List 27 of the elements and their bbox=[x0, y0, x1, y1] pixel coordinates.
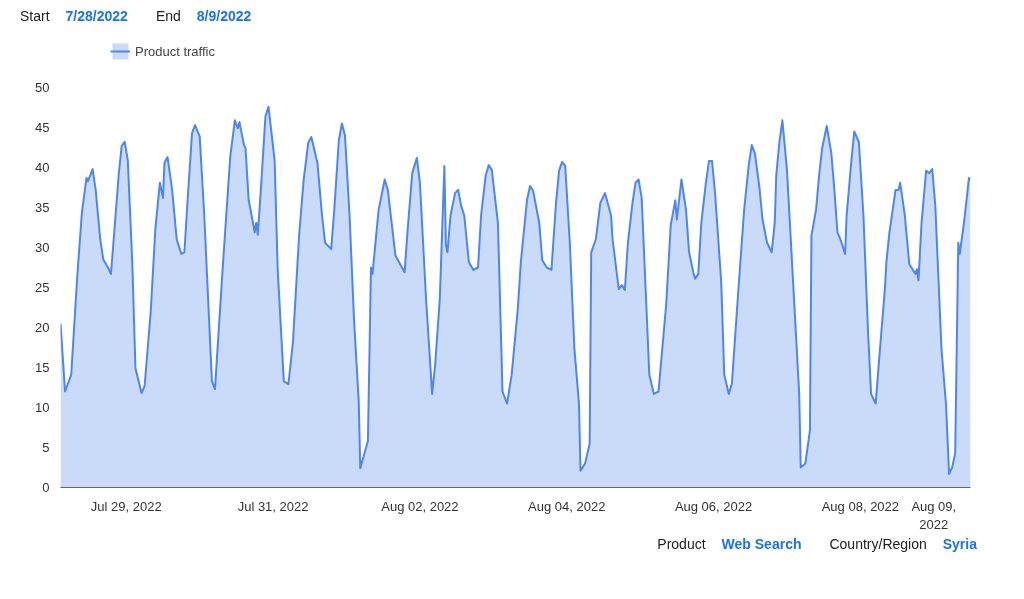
x-tick-label: Aug 04, 2022 bbox=[528, 498, 606, 514]
text: Product bbox=[657, 536, 706, 552]
text: Syria bbox=[942, 536, 977, 552]
text: 8/9/2022 bbox=[196, 8, 252, 24]
y-tick-label: 15 bbox=[35, 360, 50, 375]
y-tick-label: 25 bbox=[35, 280, 50, 295]
x-tick-label: Aug 02, 2022 bbox=[381, 498, 459, 514]
x-tick-label: Aug 09, 2022 bbox=[911, 498, 957, 532]
x-tick-label: Aug 08, 2022 bbox=[821, 498, 900, 514]
x-tick-label: Jul 29, 2022 bbox=[90, 498, 162, 514]
y-tick-label: 45 bbox=[35, 120, 50, 135]
y-tick-label: 50 bbox=[35, 80, 50, 95]
text: Country/Region bbox=[829, 536, 927, 552]
x-tick-label: Aug 06, 2022 bbox=[674, 498, 753, 514]
y-tick-label: 0 bbox=[42, 480, 50, 495]
text: 7/28/2022 bbox=[65, 8, 128, 24]
text: Start bbox=[20, 8, 50, 24]
y-tick-label: 10 bbox=[35, 400, 50, 415]
x-tick-label: Jul 31, 2022 bbox=[237, 498, 309, 514]
y-tick-label: 40 bbox=[35, 160, 50, 175]
text: Web Search bbox=[721, 536, 802, 552]
y-tick-label: 20 bbox=[35, 320, 50, 335]
text: End bbox=[155, 8, 181, 24]
legend-label: Product traffic bbox=[135, 43, 215, 59]
y-tick-label: 35 bbox=[35, 200, 50, 215]
y-tick-label: 30 bbox=[35, 240, 50, 255]
y-tick-label: 5 bbox=[42, 440, 50, 455]
